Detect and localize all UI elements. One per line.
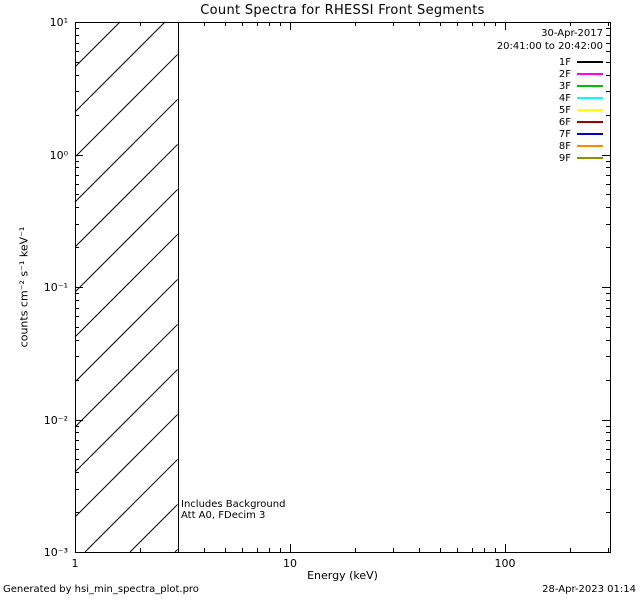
legend-item: 4F [497,92,603,104]
legend-item-swatch [577,109,603,111]
hatch-line [74,369,178,473]
legend-item-swatch [577,133,603,135]
annotation-includes-background: Includes Background [181,499,286,510]
legend-item-swatch [577,145,603,147]
legend-time-range: 20:41:00 to 20:42:00 [496,41,603,52]
y-tick-label: 10¹ [50,16,68,29]
legend-item-label: 4F [558,92,571,104]
legend-item-label: 7F [558,128,571,140]
legend-date: 30-Apr-2017 [541,28,603,39]
x-axis-label: Energy (keV) [307,569,378,582]
legend-item-label: 5F [558,104,571,116]
x-tick-label: 10 [283,557,297,570]
footer-generator: Generated by hsi_min_spectra_plot.pro [3,584,199,595]
y-tick-label: 10⁰ [50,149,69,162]
legend-item-swatch [577,85,603,87]
hatch-line [74,189,178,293]
hatch-line [74,54,178,158]
hatch-line [74,144,178,248]
hatch-line [74,99,178,203]
y-tick-label: 10⁻¹ [44,281,68,294]
legend-item-label: 6F [558,116,571,128]
legend-item: 6F [497,116,603,128]
hatch-line [74,279,178,383]
legend-item: 7F [497,128,603,140]
legend-item-label: 9F [558,152,571,164]
hatch-line [174,549,178,553]
chart-title: Count Spectra for RHESSI Front Segments [200,3,485,18]
footer-timestamp: 28-Apr-2023 01:14 [542,584,636,595]
y-tick-label: 10⁻³ [44,546,68,559]
legend-item-label: 1F [558,56,571,68]
legend-item: 1F [497,56,603,68]
legend-item-swatch [577,97,603,99]
legend-item: 5F [497,104,603,116]
y-tick-label: 10⁻² [44,414,68,427]
legend-item-label: 2F [558,68,571,80]
legend-item: 3F [497,80,603,92]
hatch-line [74,21,166,113]
legend-item-swatch [577,157,603,159]
legend-item-swatch [577,73,603,75]
legend-item-swatch [577,121,603,123]
legend-item-label: 8F [558,140,571,152]
legend-item: 8F [497,140,603,152]
hatch-line [129,504,178,553]
hatch-line [84,459,178,553]
legend-item: 2F [497,68,603,80]
hatch-line [74,21,121,68]
legend-items: 1F 2F 3F 4F 5F 6F 7F 8F 9F [497,56,603,164]
hatch-line [74,414,178,518]
annotation-attenuator-state: Att A0, FDecim 3 [181,510,266,521]
legend-item-label: 3F [558,80,571,92]
legend-item-swatch [577,61,603,63]
hatch-line [74,324,178,428]
hatch-line [74,234,178,338]
legend-item: 9F [497,152,603,164]
legend: 30-Apr-2017 20:41:00 to 20:42:00 1F 2F 3F 4… [497,27,603,164]
x-tick-label: 100 [495,557,516,570]
background-note: Includes Background Att A0, FDecim 3 [181,499,285,521]
x-tick-label: 1 [72,557,79,570]
y-axis-label: counts cm⁻² s⁻¹ keV⁻¹ [17,226,31,348]
